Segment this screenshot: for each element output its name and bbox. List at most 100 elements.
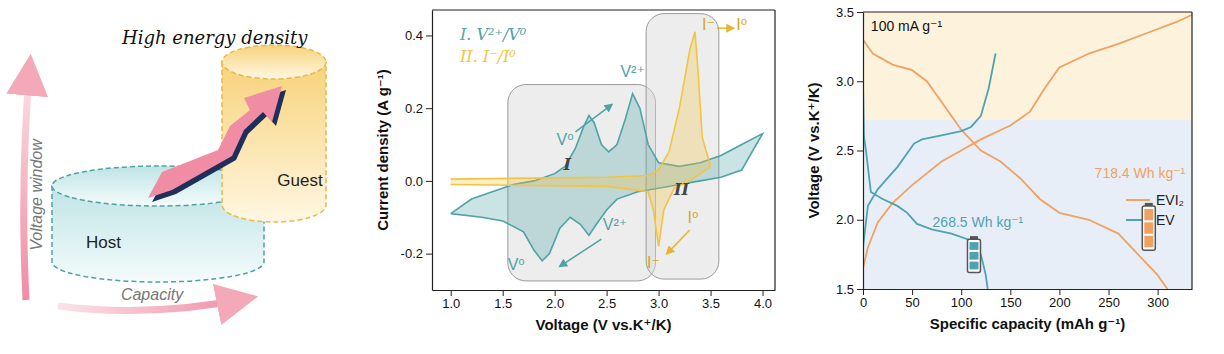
x-axis-tick-label: 150	[1000, 295, 1022, 310]
x-axis-tick-label: 0	[860, 295, 867, 310]
x-axis-tick-mark	[607, 290, 608, 296]
annotation: I⁰	[687, 209, 698, 226]
y-axis-tick: 2.5	[836, 143, 863, 158]
legend-swatch	[1126, 199, 1150, 201]
annotation-arrow	[575, 105, 611, 132]
annotation: V⁰	[556, 131, 573, 148]
annotation: I⁻	[702, 16, 715, 33]
cv-line	[451, 32, 711, 247]
x-axis-tick-mark	[1059, 289, 1060, 295]
annotation: 268.5 Wh kg⁻¹	[933, 214, 1024, 230]
x-axis-tick-label: 2.0	[546, 296, 564, 311]
x-axis-tick: 2.0	[546, 290, 564, 311]
x-axis-tick-label: 1.0	[442, 296, 460, 311]
y-axis-title: Current density (A g⁻¹)	[374, 69, 391, 231]
y-axis-tick-mark	[857, 289, 863, 290]
chart-1: 0 50 100 150 200 250 300 1.5 2.0 2.5 3.0 3.5 Specifi…	[805, 5, 1193, 332]
annotation: I	[562, 155, 571, 174]
battery-cell	[969, 252, 978, 260]
x-axis-tick-mark	[1010, 289, 1011, 295]
x-axis-tick-mark	[711, 290, 712, 296]
loop-fill	[451, 32, 711, 247]
y-arrow-label: Voltage window	[28, 138, 45, 251]
x-axis-tick-label: 3.0	[650, 296, 668, 311]
x-axis-tick: 300	[1147, 289, 1169, 310]
annotation-arrow	[667, 230, 690, 254]
y-axis-tick: 3.5	[836, 5, 863, 20]
x-axis-title: Voltage (V vs.K⁺/K)	[536, 316, 672, 333]
x-axis-tick-mark	[555, 290, 556, 296]
x-axis-tick-mark	[1158, 289, 1159, 295]
battery-evi2	[1142, 203, 1155, 250]
band	[863, 12, 1192, 120]
battery-cell	[969, 242, 978, 250]
frame-right	[1191, 12, 1192, 289]
y-axis-tick-label: -0.2	[401, 246, 423, 261]
legend-entry: II. I⁻/I⁰	[459, 47, 516, 66]
guest-cylinder-top	[222, 45, 326, 79]
schematic: High energy densityVoltage windowCapacit…	[24, 27, 326, 311]
battery-body	[1142, 206, 1155, 250]
x-axis-line	[433, 290, 776, 291]
x-axis-tick-label: 3.5	[702, 296, 720, 311]
diagram-title: High energy density	[121, 27, 308, 48]
x-axis-tick: 1.5	[494, 290, 512, 311]
y-axis-tick-label: 2.5	[836, 143, 854, 158]
x-axis-tick: 2.5	[598, 290, 616, 311]
y-axis-tick-mark	[426, 35, 432, 36]
x-axis-tick: 50	[905, 289, 919, 310]
legend-entry: I. V²⁺/V⁰	[459, 25, 527, 44]
y-axis-tick-label: 0.2	[405, 101, 423, 116]
x-axis-tick: 150	[1000, 289, 1022, 310]
annotation: V²⁺	[603, 216, 627, 233]
arrow	[148, 86, 282, 198]
annotation: V⁰	[508, 256, 525, 273]
y-axis-tick-label: 0.0	[405, 174, 423, 189]
y-axis-tick-label: 2.0	[836, 212, 854, 227]
annotation-arrow	[717, 27, 734, 29]
y-axis-tick: -0.2	[401, 246, 432, 261]
y-axis-tick: 1.5	[836, 282, 863, 297]
guest-label: Guest	[277, 171, 323, 190]
annotation: 100 mA g⁻¹	[871, 18, 943, 34]
x-axis-tick: 0	[860, 289, 867, 310]
x-axis-tick-label: 4.0	[754, 296, 772, 311]
y-axis-tick: 3.0	[836, 74, 863, 89]
x-axis-tick-label: 200	[1049, 295, 1071, 310]
y-axis-tick-label: 3.5	[836, 5, 854, 20]
x-axis: 0 50 100 150 200 250 300	[860, 289, 1193, 310]
legend-entry: EVI₂	[1156, 192, 1184, 208]
x-axis-title: Specific capacity (mAh g⁻¹)	[930, 315, 1125, 332]
annotation: II	[673, 180, 689, 199]
y-axis-tick-mark	[426, 108, 432, 109]
host-label: Host	[86, 233, 121, 252]
y-axis-tick-mark	[857, 12, 863, 13]
frame-right	[774, 10, 775, 290]
y-axis-tick-label: 0.4	[405, 28, 423, 43]
legend-entry: EV	[1156, 212, 1175, 228]
frame-top	[432, 9, 775, 10]
battery-ev	[967, 236, 980, 272]
x-axis-tick-label: 100	[951, 295, 973, 310]
x-axis-tick-label: 50	[905, 295, 919, 310]
annotation: I⁻	[647, 254, 660, 271]
y-axis-tick-mark	[857, 220, 863, 221]
plot-area	[863, 15, 1192, 289]
chart-0: 1.0 1.5 2.0 2.5 3.0 3.5 4.0 -0.2 0.0 0.2 0.4 Voltag…	[374, 10, 776, 333]
annotation: I⁰	[736, 16, 747, 33]
x-axis: 1.0 1.5 2.0 2.5 3.0 3.5 4.0	[433, 290, 776, 311]
x-axis-tick-mark	[912, 289, 913, 295]
battery-cell	[1144, 222, 1153, 233]
x-axis-tick-mark	[659, 290, 660, 296]
annotation-arrow	[560, 239, 602, 266]
x-axis-tick: 250	[1098, 289, 1120, 310]
y-axis-tick-label: 1.5	[836, 282, 854, 297]
y-axis-tick-label: 3.0	[836, 74, 854, 89]
figure: High energy densityVoltage windowCapacit…	[0, 0, 1224, 354]
y-axis: 1.5 2.0 2.5 3.0 3.5	[836, 5, 864, 297]
x-axis-tick: 3.0	[650, 290, 668, 311]
frame-top	[863, 11, 1192, 12]
y-axis-tick: 0.0	[405, 174, 432, 189]
y-axis-tick: 0.2	[405, 101, 432, 116]
gcd-line	[863, 54, 996, 289]
